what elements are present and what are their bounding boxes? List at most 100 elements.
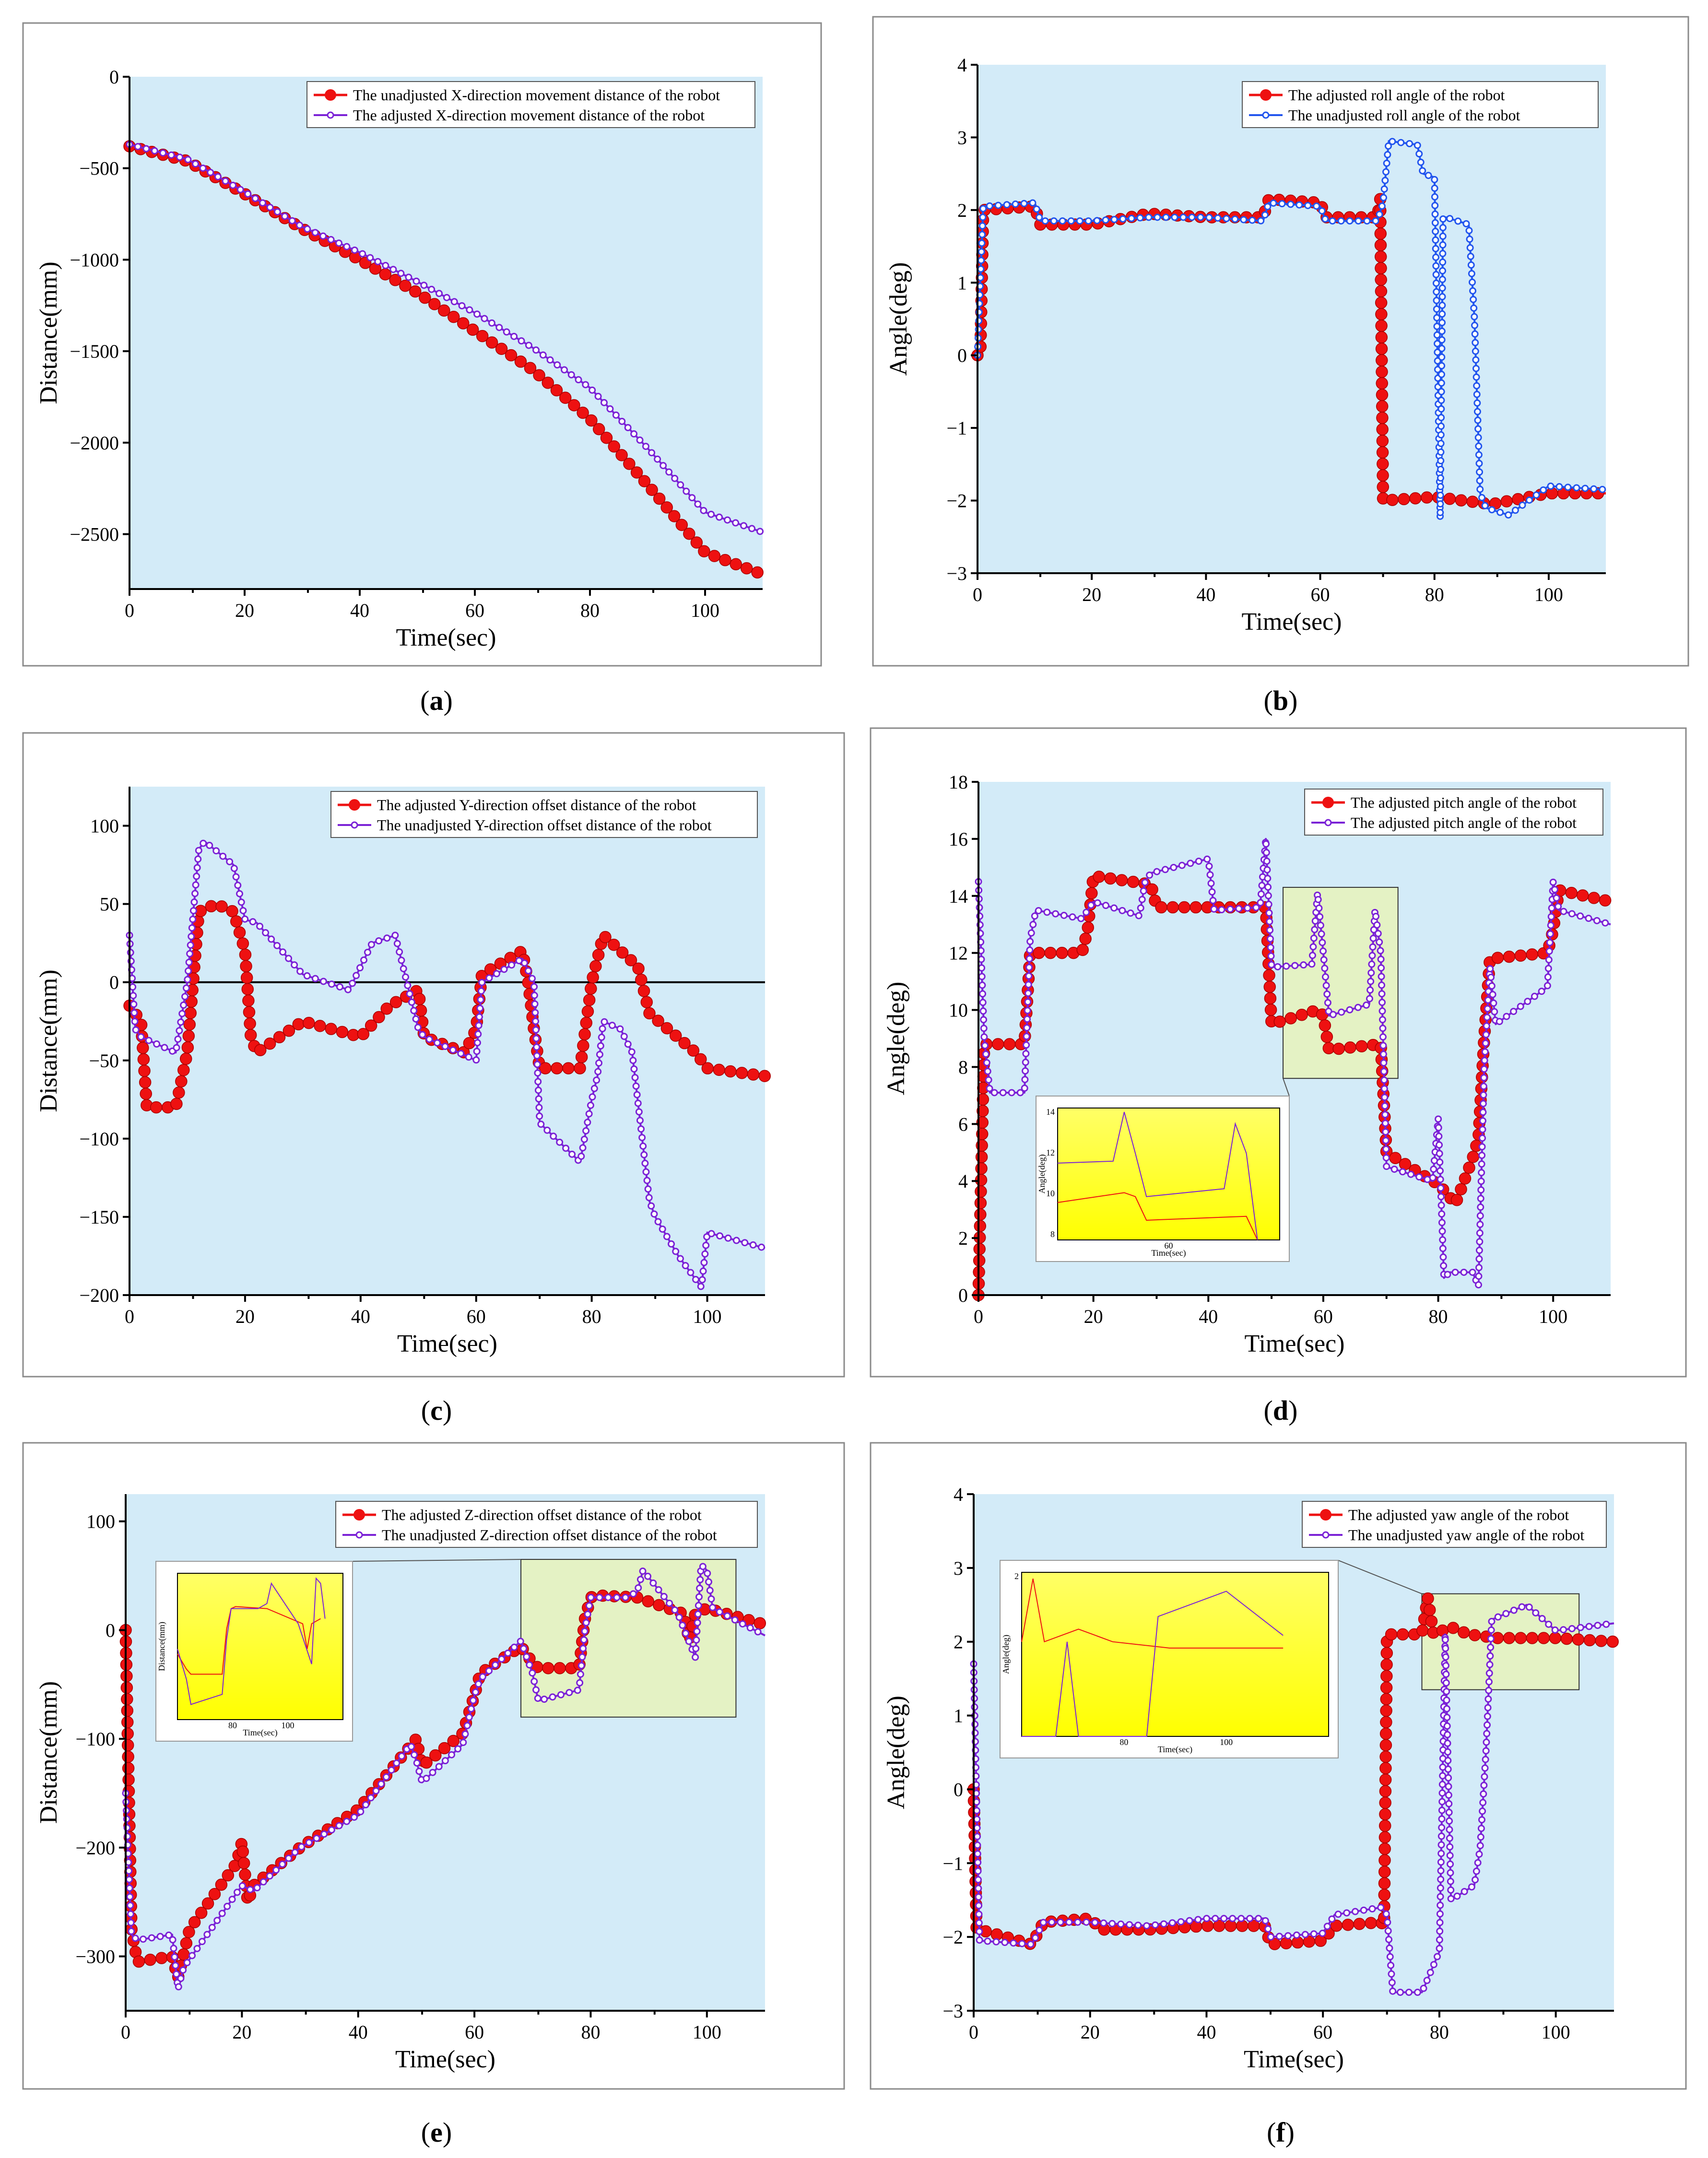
data-point (1583, 1634, 1596, 1647)
data-point (1218, 906, 1225, 914)
data-point (1475, 442, 1483, 450)
data-point (708, 550, 721, 562)
data-point (534, 1695, 542, 1702)
data-point (476, 330, 489, 342)
data-point (534, 1078, 542, 1085)
data-point (648, 1202, 655, 1210)
data-point (1376, 446, 1389, 459)
data-point (974, 1859, 982, 1866)
data-point (256, 922, 264, 930)
data-point (1487, 1643, 1495, 1651)
data-point (676, 1255, 684, 1262)
data-point (539, 351, 547, 359)
data-point (477, 987, 485, 995)
data-point (1264, 203, 1272, 211)
data-point (1261, 1917, 1269, 1924)
data-point (138, 1064, 151, 1077)
data-point (608, 939, 620, 951)
data-point (665, 468, 673, 476)
data-point (1472, 373, 1480, 381)
data-point (177, 1948, 190, 1961)
zoom-connector (1338, 1560, 1422, 1594)
data-point (1021, 1085, 1028, 1092)
data-point (313, 1835, 320, 1842)
data-point (1439, 224, 1447, 232)
data-point (645, 1194, 653, 1202)
data-point (1445, 1774, 1452, 1781)
data-point (1439, 1245, 1447, 1252)
data-point (1036, 1926, 1043, 1934)
data-point (1284, 1012, 1297, 1025)
data-point (1056, 946, 1068, 959)
data-point (695, 1602, 702, 1609)
data-point (492, 1661, 499, 1669)
data-point (194, 855, 202, 863)
data-point (601, 1018, 608, 1026)
data-point (1438, 293, 1446, 301)
data-point (1545, 947, 1553, 955)
data-point (592, 423, 605, 436)
data-point (1436, 1919, 1444, 1926)
data-point (425, 1036, 433, 1043)
data-point (1484, 996, 1492, 1004)
data-point (1595, 1635, 1608, 1647)
data-point (1258, 882, 1266, 889)
data-point (239, 907, 247, 914)
data-point (694, 1610, 702, 1618)
data-point (1475, 1273, 1483, 1280)
data-point (990, 1089, 998, 1097)
data-point (587, 971, 599, 984)
data-point (1477, 1203, 1484, 1211)
data-point (554, 361, 561, 369)
data-point (1519, 501, 1526, 509)
data-point (985, 1076, 992, 1084)
data-point (1261, 211, 1269, 219)
data-point (1035, 907, 1042, 915)
data-point (1433, 288, 1440, 295)
data-point (1383, 1163, 1390, 1170)
data-point (1421, 491, 1433, 504)
data-point (697, 1283, 705, 1290)
data-point (215, 900, 228, 913)
data-point (1484, 1704, 1492, 1711)
data-point (977, 265, 985, 273)
data-point (148, 1934, 155, 1942)
data-point (1100, 1919, 1107, 1927)
data-point (991, 1038, 1004, 1050)
panel-caption: (d) (1264, 1395, 1298, 1426)
data-point (447, 1734, 459, 1747)
data-point (974, 1841, 981, 1849)
data-point (1436, 1141, 1443, 1149)
data-point (1472, 365, 1480, 372)
x-tick-label: 60 (465, 2021, 484, 2043)
data-point (412, 1015, 420, 1023)
data-point (747, 1068, 760, 1081)
data-point (504, 1649, 512, 1657)
data-point (429, 1749, 442, 1762)
data-point (704, 1569, 711, 1577)
data-point (533, 1061, 541, 1068)
y-tick-label: 0 (954, 1779, 963, 1800)
data-point (735, 1067, 748, 1079)
data-point (1265, 909, 1273, 917)
data-point (1439, 241, 1447, 249)
data-point (1415, 1173, 1423, 1181)
data-point (1018, 1940, 1026, 1947)
data-point (694, 500, 702, 508)
data-point (467, 1705, 475, 1713)
data-point (1585, 1623, 1593, 1630)
data-point (188, 932, 195, 940)
data-point (518, 337, 525, 345)
data-point (1268, 961, 1275, 968)
data-point (131, 1934, 139, 1942)
data-point (1375, 273, 1387, 286)
data-point (578, 1028, 591, 1040)
data-point (1110, 904, 1118, 912)
data-point (372, 1787, 380, 1795)
y-tick-label: −3 (942, 2000, 963, 2022)
chart-e: Time(sec)Distance(mm)80 1000 20 40 60 80 10010… (22, 1442, 845, 2148)
data-point (454, 1745, 462, 1753)
y-tick-label: 2 (958, 1227, 968, 1249)
data-point (1264, 1003, 1277, 1016)
y-axis-label: Distance(mm) (35, 1681, 62, 1824)
